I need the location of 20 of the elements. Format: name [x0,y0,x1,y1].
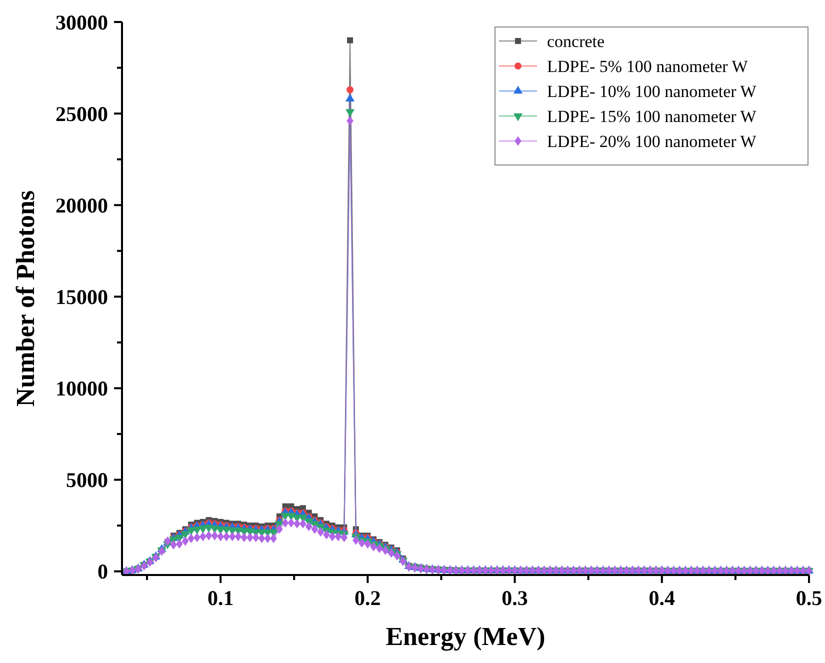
x-tick-label: 0.3 [502,586,528,610]
x-tick-label: 0.4 [648,586,676,610]
y-tick-label: 5000 [66,468,108,492]
y-axis-title: Number of Photons [11,190,40,407]
x-tick-label: 0.5 [796,586,822,610]
y-tick-label: 25000 [56,102,108,126]
legend-label: LDPE- 15% 100 nanometer W [547,106,758,126]
legend-label: LDPE- 5% 100 nanometer W [547,56,749,76]
x-tick-label: 0.1 [207,586,234,610]
legend-label: concrete [547,32,605,51]
y-tick-label: 20000 [56,193,108,218]
y-tick-label: 30000 [56,10,108,34]
x-tick-label: 0.2 [354,586,381,610]
point [346,86,354,94]
legend-label: LDPE- 20% 100 nanometer W [547,132,758,151]
y-tick-label: 10000 [56,376,108,401]
y-tick-label: 0 [98,560,108,584]
y-tick-label: 15000 [56,285,108,310]
legend-label: LDPE- 10% 100 nanometer W [547,82,758,101]
x-axis-title: Energy (MeV) [386,622,546,651]
